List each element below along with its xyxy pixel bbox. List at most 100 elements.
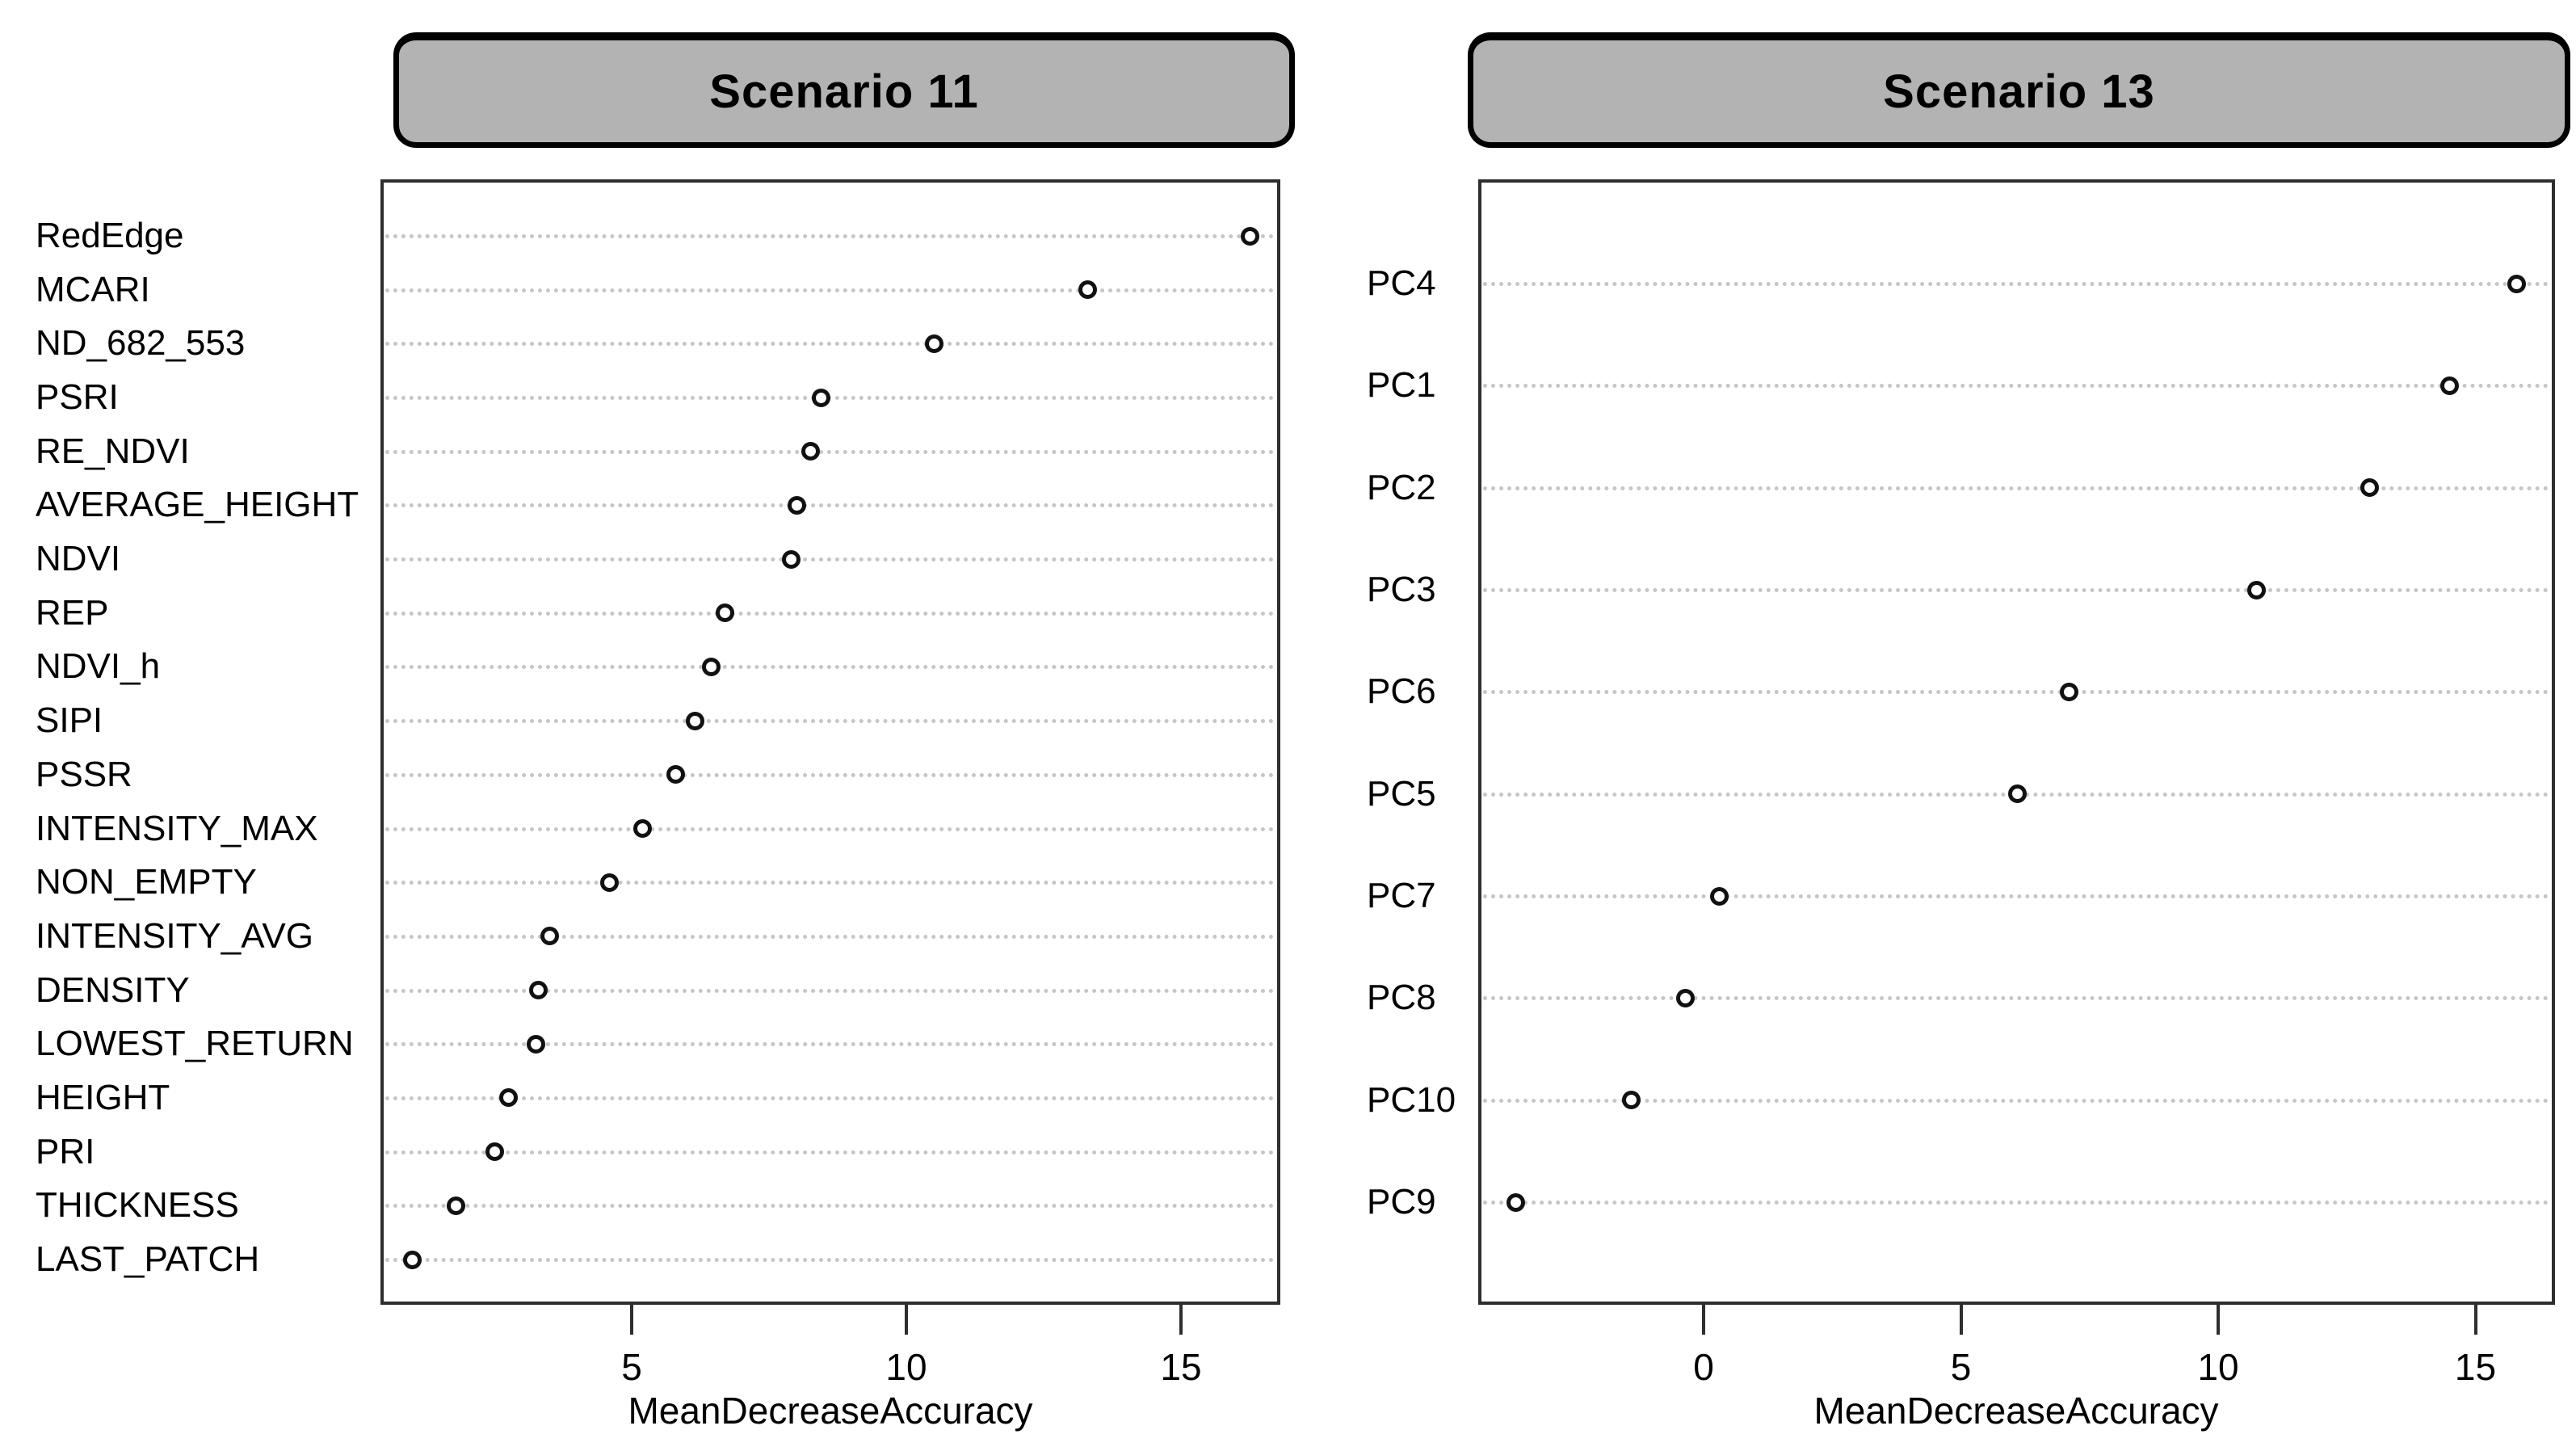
data-point-marker xyxy=(540,927,559,946)
dotted-gridline xyxy=(385,611,1274,616)
category-label: LAST_PATCH xyxy=(36,1239,260,1279)
data-point-marker xyxy=(528,981,548,1000)
data-point-marker xyxy=(2008,784,2028,804)
dotted-gridline xyxy=(385,665,1274,670)
category-label: PSSR xyxy=(36,754,132,794)
category-label: ND_682_553 xyxy=(36,323,246,364)
dotted-gridline xyxy=(1483,690,2549,695)
category-label: PC1 xyxy=(1367,365,1436,406)
dotted-gridline xyxy=(1483,588,2549,592)
data-point-marker xyxy=(666,765,685,784)
dotted-gridline xyxy=(1483,384,2549,389)
x-axis-title-scenario-11: MeanDecreaseAccuracy xyxy=(628,1390,1033,1432)
category-label: MCARI xyxy=(36,269,150,309)
x-tick-label: 15 xyxy=(2454,1346,2497,1388)
data-point-marker xyxy=(600,873,620,892)
dotted-gridline xyxy=(385,1150,1274,1154)
data-point-marker xyxy=(781,549,801,569)
category-label: INTENSITY_MAX xyxy=(36,808,318,848)
data-point-marker xyxy=(2059,682,2078,701)
category-label: REP xyxy=(36,592,109,633)
dotted-gridline xyxy=(385,288,1274,292)
data-point-marker xyxy=(685,711,704,730)
dotted-gridline xyxy=(1483,282,2549,286)
category-label: RE_NDVI xyxy=(36,431,190,471)
dotted-gridline xyxy=(385,881,1274,885)
plot-area-scenario-11 xyxy=(380,179,1280,1305)
data-point-marker xyxy=(2507,274,2526,293)
dotted-gridline xyxy=(1483,996,2549,1001)
data-point-marker xyxy=(446,1196,465,1215)
data-point-marker xyxy=(1676,988,1696,1007)
dotted-gridline xyxy=(385,988,1274,993)
x-tick-label: 0 xyxy=(1693,1346,1714,1388)
data-point-marker xyxy=(498,1088,518,1108)
x-tick-label: 10 xyxy=(885,1346,927,1388)
data-point-marker xyxy=(633,819,653,839)
x-axis-title-scenario-13: MeanDecreaseAccuracy xyxy=(1813,1390,2219,1432)
dotted-gridline xyxy=(385,449,1274,454)
category-label: DENSITY xyxy=(36,969,190,1010)
data-point-marker xyxy=(801,442,820,461)
panel-title-box-scenario-13: Scenario 13 xyxy=(1468,32,2570,148)
category-label: NON_EMPTY xyxy=(36,862,257,902)
category-label: THICKNESS xyxy=(36,1185,239,1226)
data-point-marker xyxy=(2440,376,2460,395)
dotted-gridline xyxy=(385,342,1274,347)
dotted-gridline xyxy=(1483,1098,2549,1103)
data-point-marker xyxy=(716,604,735,623)
panel-title-scenario-13: Scenario 13 xyxy=(1883,65,2155,118)
x-tick-label: 15 xyxy=(1160,1346,1202,1388)
category-label: PC2 xyxy=(1367,467,1436,507)
category-label: LOWEST_RETURN xyxy=(36,1024,354,1064)
data-point-marker xyxy=(1240,226,1259,246)
x-tick-mark xyxy=(1702,1305,1705,1335)
category-label: HEIGHT xyxy=(36,1077,170,1117)
category-label: INTENSITY_AVG xyxy=(36,915,313,956)
dotted-gridline xyxy=(385,934,1274,939)
category-label: AVERAGE_HEIGHT xyxy=(36,485,359,525)
data-point-marker xyxy=(526,1034,545,1054)
data-point-marker xyxy=(812,388,831,407)
data-point-marker xyxy=(1078,280,1097,300)
dotted-gridline xyxy=(1483,486,2549,490)
data-point-marker xyxy=(2247,580,2267,599)
dotted-gridline xyxy=(385,557,1274,562)
dotted-gridline xyxy=(385,826,1274,831)
dotted-gridline xyxy=(385,503,1274,508)
dotted-gridline xyxy=(1483,894,2549,898)
x-tick-label: 5 xyxy=(621,1346,642,1388)
panel-title-scenario-11: Scenario 11 xyxy=(709,65,979,118)
x-tick-mark xyxy=(2217,1305,2220,1335)
category-label: PSRI xyxy=(36,377,119,418)
category-label: PRI xyxy=(36,1131,95,1171)
category-label: PC10 xyxy=(1367,1079,1456,1120)
category-label: NDVI_h xyxy=(36,646,161,687)
data-point-marker xyxy=(402,1250,422,1269)
dotted-gridline xyxy=(385,772,1274,777)
panel-title-box-scenario-11: Scenario 11 xyxy=(393,32,1295,148)
dotted-gridline xyxy=(385,1096,1274,1100)
dotted-gridline xyxy=(1483,1201,2549,1205)
category-label: RedEdge xyxy=(36,216,184,255)
data-point-marker xyxy=(1622,1091,1641,1110)
category-label: SIPI xyxy=(36,700,103,741)
category-label: PC5 xyxy=(1367,773,1436,814)
data-point-marker xyxy=(485,1142,504,1162)
data-point-marker xyxy=(1506,1192,1525,1212)
dotted-gridline xyxy=(385,1258,1274,1262)
data-point-marker xyxy=(924,334,943,353)
x-tick-label: 5 xyxy=(1950,1346,1972,1388)
x-tick-mark xyxy=(1959,1305,1963,1335)
data-point-marker xyxy=(702,657,721,676)
category-label: PC6 xyxy=(1367,671,1436,712)
plot-area-scenario-13 xyxy=(1478,179,2555,1305)
dotted-gridline xyxy=(385,234,1274,238)
data-point-marker xyxy=(787,495,806,515)
x-tick-mark xyxy=(905,1305,908,1335)
data-point-marker xyxy=(1709,886,1729,906)
x-tick-mark xyxy=(1179,1305,1183,1335)
x-tick-label: 10 xyxy=(2197,1346,2239,1388)
category-label: PC4 xyxy=(1367,263,1436,303)
